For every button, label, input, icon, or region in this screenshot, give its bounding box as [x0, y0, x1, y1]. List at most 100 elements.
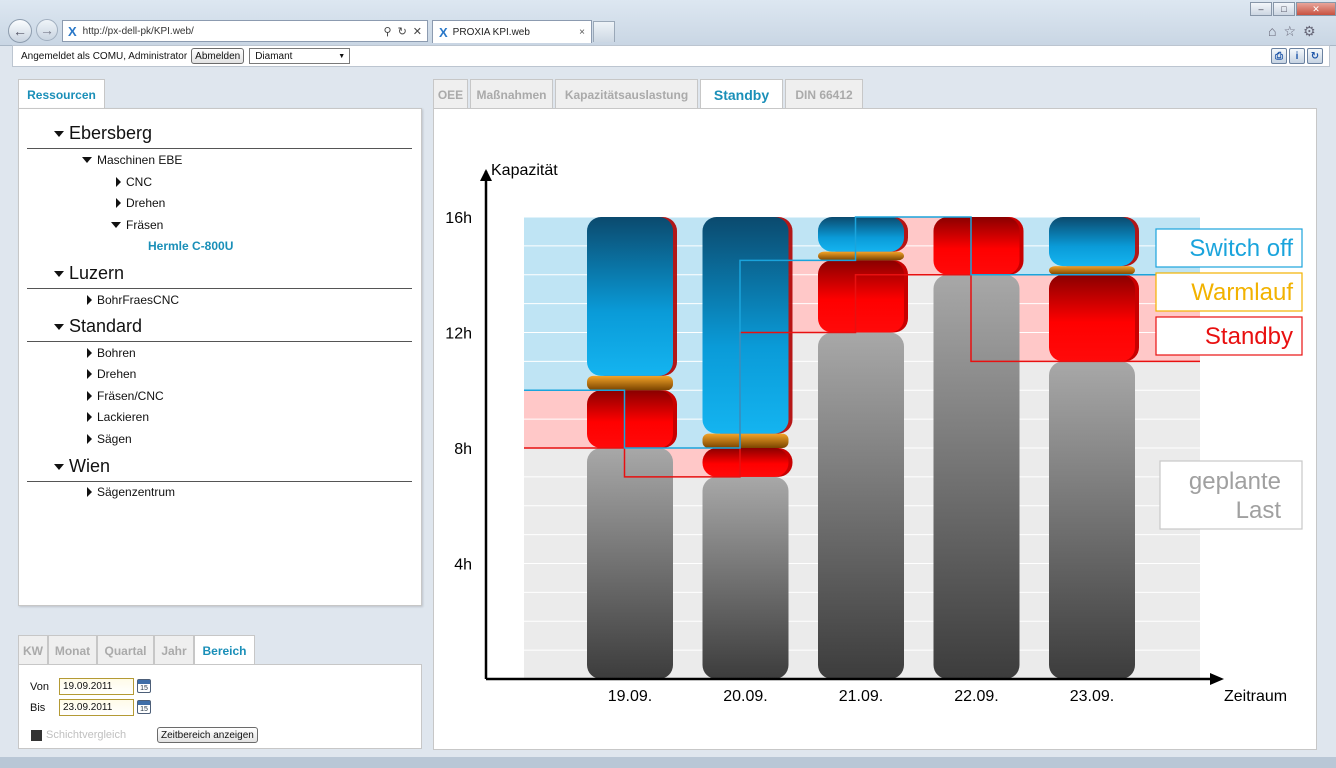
tree-node-drehen-standard[interactable]: Drehen — [87, 367, 136, 381]
collapsed-icon — [87, 348, 92, 358]
tab-close-icon[interactable]: × — [579, 26, 585, 38]
tab-massnahmen[interactable]: Maßnahmen — [470, 79, 553, 109]
y-tick-label: 12h — [445, 326, 472, 343]
tab-kapazitaetsauslastung[interactable]: Kapazitätsauslastung — [555, 79, 698, 109]
tab-monat[interactable]: Monat — [48, 635, 97, 665]
bar-standby — [587, 390, 673, 448]
to-date-input[interactable]: 23.09.2011 — [59, 699, 134, 716]
collapsed-icon — [87, 295, 92, 305]
from-date-input[interactable]: 19.09.2011 — [59, 678, 134, 695]
y-tick-label: 16h — [445, 210, 472, 227]
tab-oee[interactable]: OEE — [433, 79, 468, 109]
maximize-icon[interactable]: □ — [1273, 2, 1295, 16]
node-label: CNC — [126, 175, 152, 189]
show-range-button[interactable]: Zeitbereich anzeigen — [157, 727, 258, 743]
legend-label: Standby — [1205, 323, 1293, 350]
site-label: Standard — [69, 316, 143, 336]
tree-node-wien[interactable]: Wien — [54, 456, 110, 477]
tree-node-lackieren[interactable]: Lackieren — [87, 410, 149, 424]
search-icon[interactable]: ⚲ — [383, 25, 392, 38]
bar-geplante-last — [818, 332, 904, 679]
machine-select[interactable]: Diamant ▼ — [249, 48, 351, 64]
stop-icon[interactable]: ✕ — [412, 25, 422, 38]
back-icon[interactable]: ← — [8, 19, 32, 43]
tab-quartal[interactable]: Quartal — [97, 635, 154, 665]
node-label: Bohren — [97, 346, 136, 360]
refresh-icon[interactable]: ↻ — [397, 25, 407, 38]
logged-in-text: Angemeldet als COMU, Administrator — [21, 50, 188, 62]
node-label: Drehen — [126, 196, 166, 210]
tree-node-bohren[interactable]: Bohren — [87, 346, 136, 360]
y-axis-label: Kapazität — [491, 162, 558, 179]
tree-node-drehen[interactable]: Drehen — [116, 196, 165, 210]
info-icon[interactable]: i — [1289, 48, 1305, 64]
node-label: Sägen — [97, 432, 132, 446]
legend-label: Warmlauf — [1191, 279, 1293, 306]
bar-geplante-last — [587, 448, 673, 679]
bar-warmlauf — [702, 433, 789, 448]
home-icon[interactable]: ⌂ — [1268, 23, 1277, 39]
divider — [27, 148, 412, 149]
calendar-icon[interactable]: 15 — [137, 679, 151, 693]
x-tick-label: 21.09. — [839, 688, 883, 705]
tab-site-icon: X — [439, 24, 448, 40]
bar-switch-off — [702, 217, 789, 434]
tree-node-ebersberg[interactable]: Ebersberg — [54, 123, 152, 144]
refresh-app-icon[interactable]: ↻ — [1307, 48, 1323, 64]
collapsed-icon — [116, 177, 121, 187]
x-axis-arrow — [1210, 673, 1224, 685]
to-label: Bis — [30, 702, 46, 714]
tab-din-66412[interactable]: DIN 66412 — [785, 79, 863, 109]
y-tick-label: 8h — [454, 441, 472, 458]
gear-icon[interactable]: ⚙ — [1303, 23, 1316, 39]
tree-node-maschinen-ebe[interactable]: Maschinen EBE — [82, 153, 182, 167]
tab-standby[interactable]: Standby — [700, 79, 783, 109]
resource-tree: Ebersberg Maschinen EBE CNC Drehen Fräse… — [18, 108, 422, 606]
taskbar — [0, 757, 1336, 768]
shift-compare-checkbox[interactable] — [31, 730, 42, 741]
node-label: Maschinen EBE — [97, 153, 183, 167]
bar-warmlauf — [587, 375, 673, 391]
legend-box — [1155, 228, 1303, 268]
shift-compare-label: Schichtvergleich — [46, 729, 127, 741]
expanded-icon — [54, 463, 64, 470]
bar-warmlauf — [818, 251, 904, 261]
url-text: http://px-dell-pk/KPI.web/ — [82, 25, 194, 37]
expanded-icon — [111, 222, 121, 228]
bar-standby — [1049, 274, 1135, 362]
tree-node-fraesen-cnc[interactable]: Fräsen/CNC — [87, 389, 164, 403]
print-icon[interactable]: ⎙ — [1271, 48, 1287, 64]
close-window-icon[interactable]: ✕ — [1296, 2, 1336, 16]
y-axis-arrow — [480, 169, 492, 181]
window-controls: – □ ✕ — [1250, 2, 1336, 16]
address-bar[interactable]: X http://px-dell-pk/KPI.web/ ⚲ ↻ ✕ — [62, 20, 428, 42]
collapsed-icon — [87, 412, 92, 422]
minimize-icon[interactable]: – — [1250, 2, 1272, 16]
tree-node-bohrfraescnc[interactable]: BohrFraesCNC — [87, 293, 179, 307]
expanded-icon — [54, 130, 64, 137]
tree-node-luzern[interactable]: Luzern — [54, 263, 124, 284]
tab-bereich[interactable]: Bereich — [194, 635, 255, 665]
tree-node-saegenzentrum[interactable]: Sägenzentrum — [87, 485, 175, 499]
tree-leaf-hermle[interactable]: Hermle C-800U — [148, 239, 234, 253]
tab-ressourcen[interactable]: Ressourcen — [18, 79, 105, 109]
logout-button[interactable]: Abmelden — [191, 48, 245, 64]
browser-tab[interactable]: X PROXIA KPI.web × — [432, 20, 592, 43]
expanded-icon — [54, 323, 64, 330]
tree-node-fraesen[interactable]: Fräsen — [111, 218, 163, 232]
tree-node-cnc[interactable]: CNC — [116, 175, 152, 189]
app-toolbar: Angemeldet als COMU, Administrator Abmel… — [12, 45, 1330, 67]
bar-standby — [702, 448, 789, 477]
tab-jahr[interactable]: Jahr — [154, 635, 194, 665]
favorites-icon[interactable]: ☆ — [1283, 23, 1297, 39]
tab-kw[interactable]: KW — [18, 635, 48, 665]
tree-node-saegen[interactable]: Sägen — [87, 432, 132, 446]
collapsed-icon — [87, 434, 92, 444]
calendar-icon[interactable]: 15 — [137, 700, 151, 714]
site-icon: X — [68, 23, 77, 39]
tree-node-standard[interactable]: Standard — [54, 316, 142, 337]
forward-icon[interactable]: → — [36, 19, 58, 41]
bar-standby — [933, 217, 1020, 275]
bar-standby — [818, 260, 904, 333]
new-tab-button[interactable] — [593, 21, 615, 42]
